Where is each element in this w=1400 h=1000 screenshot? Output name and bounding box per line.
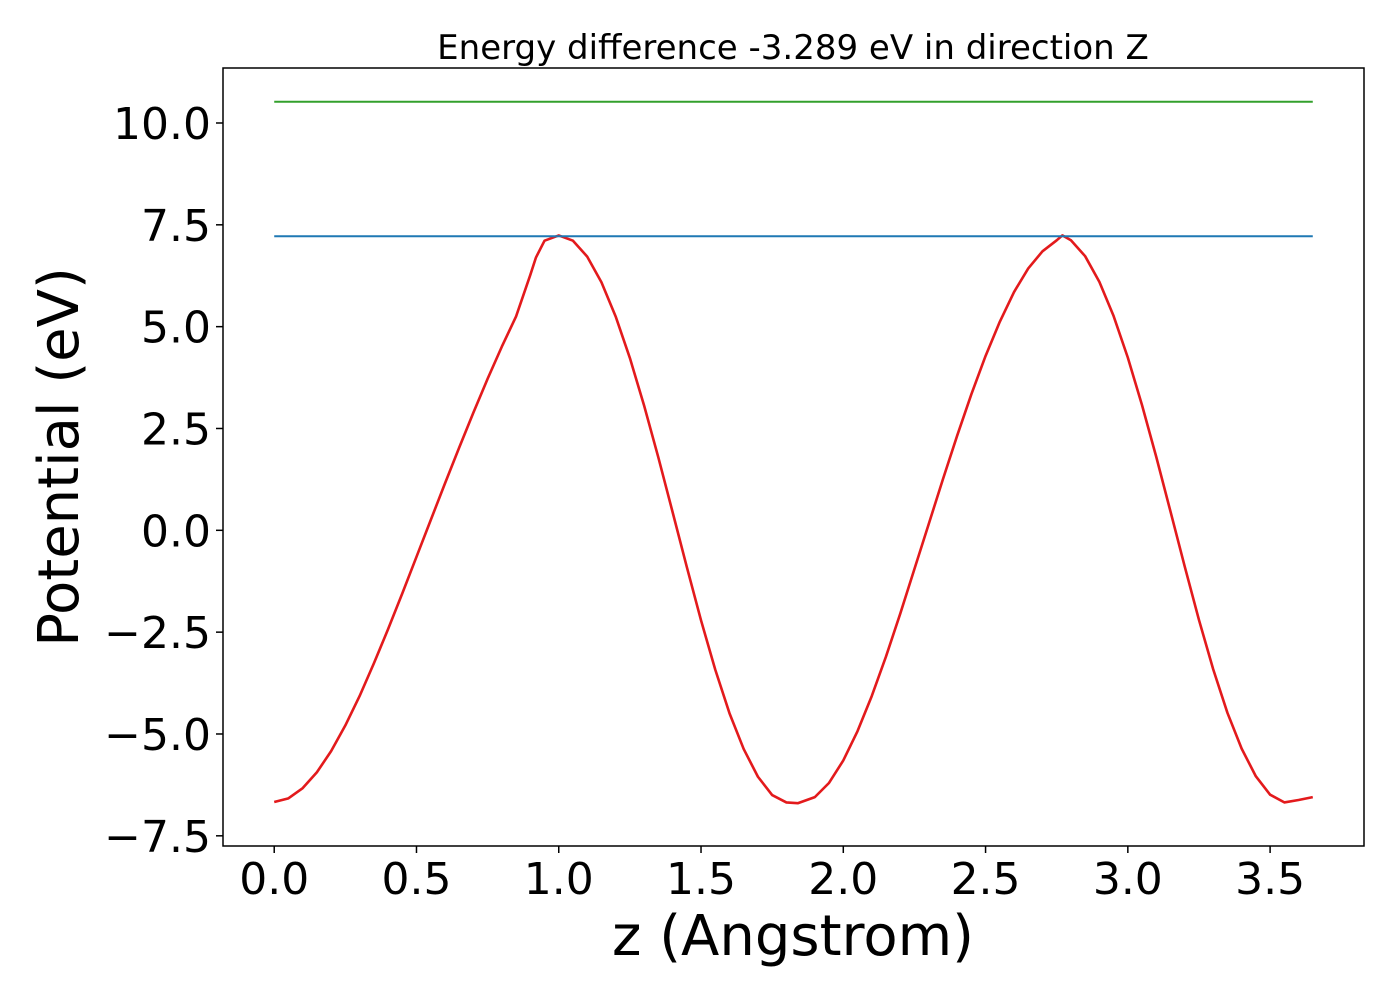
x-axis-ticks: 0.0 0.5 1.0 1.5 2.0 2.5 3.0 3.5 [239, 846, 1305, 905]
y-tick-label: 2.5 [141, 404, 211, 455]
y-tick-label: −5.0 [104, 710, 211, 761]
y-tick-label: 0.0 [141, 506, 211, 557]
plot-area-frame [222, 67, 1365, 847]
y-tick-label: 10.0 [113, 99, 211, 150]
y-tick-label: 7.5 [141, 201, 211, 252]
potential-curve [273, 234, 1314, 805]
x-tick-label: 1.0 [524, 854, 594, 905]
x-tick-label: 2.5 [951, 854, 1021, 905]
x-tick-label: 2.0 [808, 854, 878, 905]
series-layer [273, 100, 1314, 805]
x-tick-label: 3.5 [1235, 854, 1305, 905]
x-tick-label: 0.0 [239, 854, 309, 905]
x-tick-label: 0.5 [381, 854, 451, 905]
y-tick-label: −7.5 [104, 812, 211, 863]
chart-title: Energy difference -3.289 eV in direction… [437, 28, 1149, 68]
y-axis-label: Potential (eV) [27, 267, 92, 647]
x-tick-label: 1.5 [666, 854, 736, 905]
y-tick-label: 5.0 [141, 303, 211, 354]
x-axis-label: z (Angstrom) [612, 904, 974, 969]
y-axis-ticks: −7.5 −5.0 −2.5 0.0 2.5 5.0 7.5 10.0 [104, 99, 223, 863]
x-tick-label: 3.0 [1093, 854, 1163, 905]
y-tick-label: −2.5 [104, 608, 211, 659]
